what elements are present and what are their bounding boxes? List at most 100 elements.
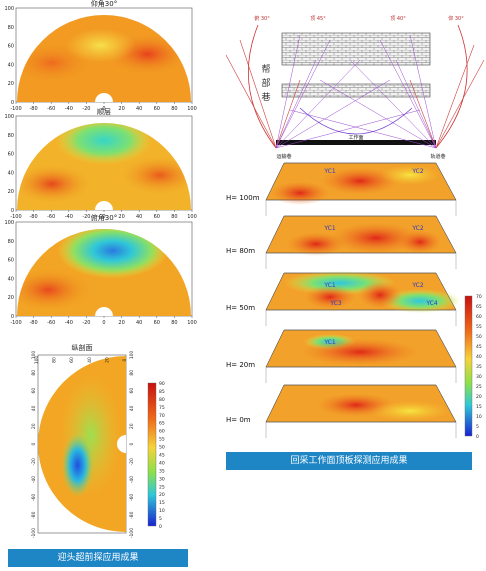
vfan-right-tick: 80 (129, 370, 135, 376)
side-label-3: 巷 (261, 92, 270, 103)
right-scale-tick: 40 (476, 354, 482, 360)
layer-slice-3: H= 50m YC1 YC2 YC3 YC4 (226, 271, 460, 326)
right-scale-tick: 20 (476, 394, 482, 400)
layer-stack: H= 100m YC1 YC2 H= 80m YC1 YC2 H= 50m YC1 YC2 YC3… (226, 162, 460, 438)
vfan-right-tick: -80 (129, 511, 135, 518)
layer-label: H= 50m (226, 304, 255, 312)
vfan-right-tick: 100 (129, 351, 135, 360)
y-tick-label: 0 (11, 314, 14, 320)
layer-slice-4: H= 20m YC1 (226, 329, 457, 383)
vfan-top-tick: 80 (52, 357, 58, 363)
yc-mark: YC1 (323, 168, 336, 175)
left-fans: 仰角30° -100 -80 -60 -40 -20 0 20 40 60 80 100 0 20 40 60… (4, 0, 196, 326)
layer-label: H= 80m (226, 247, 255, 255)
fan-overlay-3 (17, 123, 191, 210)
red-ray (435, 44, 475, 149)
probe-ray (349, 59, 437, 149)
x-tick-label: 80 (171, 106, 177, 112)
y-tick-label: 20 (8, 295, 14, 301)
probe-ray (289, 109, 437, 149)
vfan-left-tick: 80 (31, 370, 37, 376)
x-tick-label: -20 (82, 320, 90, 326)
left-color-scale (147, 382, 157, 527)
x-tick-label: 40 (136, 106, 142, 112)
vfan-left-tick: -40 (31, 476, 37, 483)
layer-anomaly (304, 285, 356, 309)
bottom-left-label: 运输巷 (276, 153, 291, 160)
y-tick-label: 60 (8, 152, 14, 158)
y-tick-label: 80 (8, 25, 14, 31)
probe-ray (275, 109, 421, 149)
left-scale-tick: 45 (159, 453, 165, 459)
layer-label: H= 100m (226, 194, 260, 202)
red-ray (275, 79, 301, 149)
vfan-right-tick: -60 (129, 494, 135, 501)
left-scale-tick: 30 (159, 476, 165, 482)
right-scale-tick: 10 (476, 414, 482, 420)
left-scale-tick: 60 (159, 429, 165, 435)
yc-mark: YC3 (329, 300, 342, 307)
fan-hole (95, 93, 113, 102)
vfan-right-tick: -100 (129, 528, 135, 538)
y-tick-label: 100 (4, 114, 14, 120)
layer-anomaly (300, 338, 420, 366)
angle-label-4: 仰 30° (448, 15, 464, 22)
yc-mark: YC4 (425, 300, 438, 307)
x-tick-label: -60 (47, 320, 55, 326)
probe-ray (275, 34, 301, 149)
fan-title: 俯角30° (91, 213, 117, 222)
x-tick-label: 0 (102, 214, 105, 220)
vfan-left-tick: -20 (31, 458, 37, 465)
vfan-top-tick: 100 (34, 356, 40, 365)
y-tick-label: 100 (4, 220, 14, 226)
right-scale-tick: 60 (476, 314, 482, 320)
right-scale-tick: 30 (476, 374, 482, 380)
red-ray (239, 39, 277, 149)
fan-title: 顺层 (97, 108, 111, 116)
y-tick-label: 20 (8, 189, 14, 195)
angle-label-2: 顶 45° (310, 16, 326, 22)
layer-label: H= 20m (226, 361, 255, 369)
fan-overlay-2 (17, 229, 191, 316)
x-tick-label: -60 (47, 214, 55, 220)
vfan-right-tick: 0 (129, 442, 135, 445)
probe-ray (275, 39, 331, 149)
angle-label-3: 顶 40° (390, 16, 406, 22)
layer-anomaly (270, 181, 330, 205)
x-tick-label: -100 (10, 106, 21, 112)
layer-anomaly (398, 230, 442, 254)
left-scale-tick: 85 (159, 389, 165, 395)
x-tick-label: -40 (65, 106, 73, 112)
left-caption: 迎头超前探应用成果 (8, 549, 188, 567)
fan-hole (95, 307, 113, 316)
fan-title: 仰角30° (91, 0, 117, 8)
x-tick-label: 0 (102, 106, 105, 112)
layer-label: H= 0m (226, 416, 251, 424)
red-ray (435, 59, 485, 149)
vfan-right-tick: -20 (129, 458, 135, 465)
red-ray (225, 54, 277, 149)
left-scale-tick: 35 (159, 468, 165, 474)
y-tick-label: 80 (8, 239, 14, 245)
left-scale-tick: 90 (159, 381, 165, 387)
left-scale-tick: 50 (159, 445, 165, 451)
x-tick-label: 20 (118, 106, 124, 112)
left-scale-tick: 55 (159, 437, 165, 443)
x-tick-label: -40 (65, 320, 73, 326)
x-tick-label: 80 (171, 214, 177, 220)
probe-ray (275, 79, 391, 149)
vfan-top-tick: 0 (122, 358, 128, 361)
fan-overlay-3 (17, 15, 191, 102)
fan-plot-2: 顺层 -100 -80 -60 -40 -20 0 20 40 60 80 100 0 20 40 60 80 1… (4, 108, 196, 220)
right-scale-tick: 25 (476, 384, 482, 390)
y-tick-label: 0 (11, 208, 14, 214)
vfan-left-tick: 60 (31, 388, 37, 394)
layer-slice-1: H= 100m YC1 YC2 (226, 162, 457, 216)
side-label-1: 帮 (261, 63, 270, 75)
vfan-right-tick: 40 (129, 405, 135, 411)
red-ray (409, 79, 437, 149)
layer-anomaly (320, 167, 400, 195)
right-scale-tick: 15 (476, 404, 482, 410)
